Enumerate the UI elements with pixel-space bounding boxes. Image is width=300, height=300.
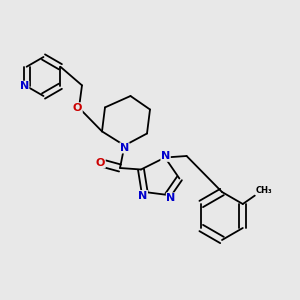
Text: N: N [167,193,176,203]
Text: CH₃: CH₃ [255,186,272,195]
Text: N: N [138,190,147,201]
Text: N: N [120,143,129,153]
Text: O: O [96,158,105,168]
Text: O: O [73,103,82,113]
Text: N: N [161,151,170,161]
Text: N: N [20,81,29,91]
